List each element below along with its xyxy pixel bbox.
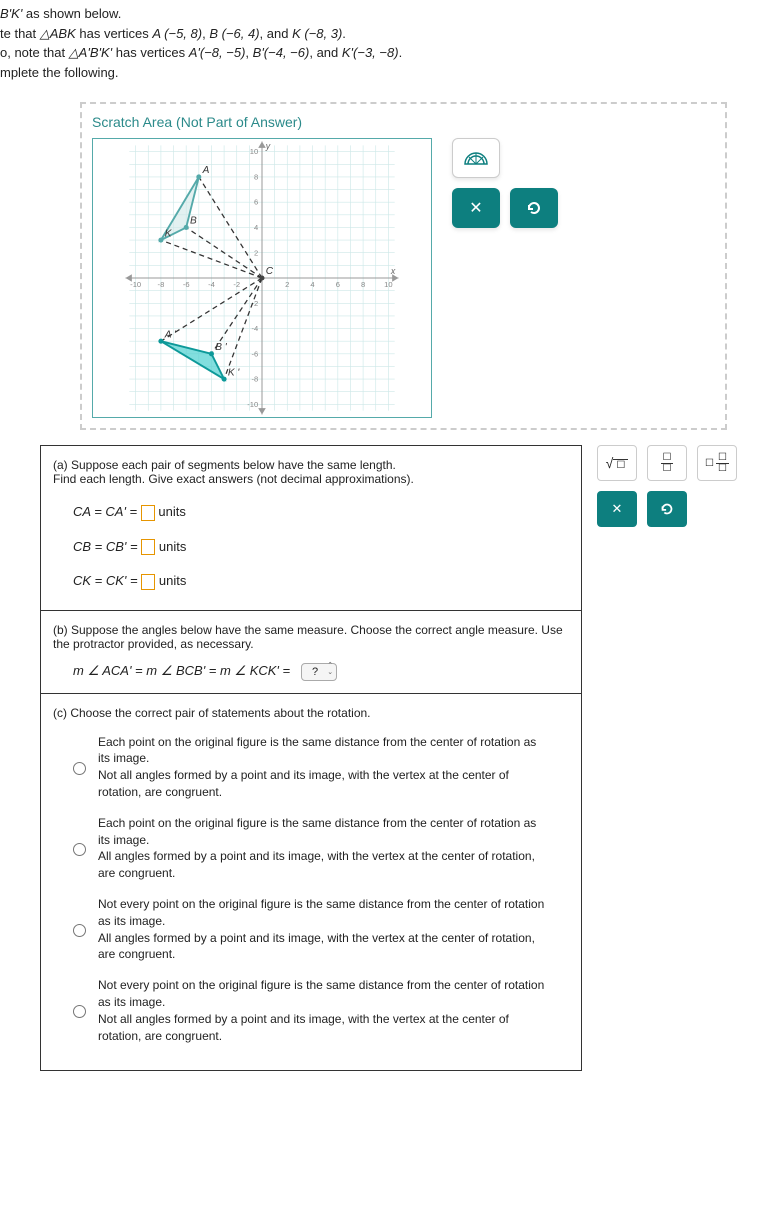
angle-equation: m ∠ ACA' = m ∠ BCB' = m ∠ KCK' = ? — [73, 663, 569, 681]
opt1-label: Each point on the original figure is the… — [98, 734, 549, 801]
answer-panel: (a) Suppose each pair of segments below … — [40, 445, 582, 1071]
mixed-fraction-button[interactable]: ☐☐☐ — [697, 445, 737, 481]
protractor-tool[interactable] — [452, 138, 500, 178]
svg-text:-8: -8 — [251, 375, 258, 384]
svg-text:10: 10 — [384, 280, 392, 289]
input-ck[interactable] — [141, 574, 155, 590]
math-tools: √☐ ☐☐ ☐☐☐ ✕ — [597, 445, 737, 527]
part-b-prompt: (b) Suppose the angles below have the sa… — [53, 623, 569, 651]
svg-text:C: C — [266, 266, 274, 277]
opt3-label: Not every point on the original figure i… — [98, 896, 549, 963]
fraction-button[interactable]: ☐☐ — [647, 445, 687, 481]
svg-text:K ': K ' — [228, 367, 241, 378]
svg-text:6: 6 — [254, 198, 258, 207]
svg-text:A ': A ' — [164, 329, 177, 340]
eq-ck: CK = CK' = units — [73, 573, 569, 590]
svg-text:10: 10 — [250, 147, 258, 156]
opt4-label: Not every point on the original figure i… — [98, 977, 549, 1044]
svg-text:B: B — [190, 216, 197, 227]
reset-button[interactable] — [510, 188, 558, 228]
part-c: (c) Choose the correct pair of statement… — [41, 694, 581, 1071]
input-ca[interactable] — [141, 505, 155, 521]
close-button-2[interactable]: ✕ — [597, 491, 637, 527]
svg-text:A: A — [202, 165, 210, 176]
reset-button-2[interactable] — [647, 491, 687, 527]
radio-opt2[interactable] — [73, 843, 86, 856]
sqrt-button[interactable]: √☐ — [597, 445, 637, 481]
svg-text:8: 8 — [254, 172, 258, 181]
svg-text:-6: -6 — [251, 349, 258, 358]
close-button[interactable]: ✕ — [452, 188, 500, 228]
svg-text:2: 2 — [254, 248, 258, 257]
svg-text:6: 6 — [336, 280, 340, 289]
svg-text:-4: -4 — [251, 324, 258, 333]
svg-text:-2: -2 — [233, 280, 240, 289]
svg-text:-8: -8 — [158, 280, 165, 289]
svg-text:8: 8 — [361, 280, 365, 289]
angle-dropdown[interactable]: ? — [301, 663, 337, 681]
part-c-prompt: (c) Choose the correct pair of statement… — [53, 706, 569, 720]
eq-cb: CB = CB' = units — [73, 539, 569, 556]
part-b: (b) Suppose the angles below have the sa… — [41, 611, 581, 694]
scratch-tools: ✕ — [452, 138, 558, 228]
svg-text:-6: -6 — [183, 280, 190, 289]
scratch-area: Scratch Area (Not Part of Answer) -10 -10… — [80, 102, 727, 430]
problem-header: B'K' as shown below. te that △ABK has ve… — [0, 0, 777, 92]
eq-ca: CA = CA' = units — [73, 504, 569, 521]
svg-text:-4: -4 — [208, 280, 215, 289]
scratch-title: Scratch Area (Not Part of Answer) — [92, 114, 715, 130]
part-a: (a) Suppose each pair of segments below … — [41, 446, 581, 611]
svg-text:4: 4 — [254, 223, 258, 232]
input-cb[interactable] — [141, 539, 155, 555]
svg-text:4: 4 — [310, 280, 314, 289]
svg-text:B ': B ' — [215, 342, 228, 353]
svg-text:2: 2 — [285, 280, 289, 289]
svg-text:-10: -10 — [130, 280, 141, 289]
svg-text:K: K — [165, 228, 173, 239]
svg-text:x: x — [390, 266, 396, 276]
coordinate-graph[interactable]: -10-10-8-8-6-6-4-4-2-2224466881010xyABKA… — [92, 138, 432, 418]
opt2-label: Each point on the original figure is the… — [98, 815, 549, 882]
svg-text:-10: -10 — [247, 400, 258, 409]
radio-opt1[interactable] — [73, 762, 86, 775]
part-a-prompt: (a) Suppose each pair of segments below … — [53, 458, 569, 486]
svg-text:y: y — [265, 141, 271, 151]
radio-opt3[interactable] — [73, 924, 86, 937]
radio-opt4[interactable] — [73, 1005, 86, 1018]
